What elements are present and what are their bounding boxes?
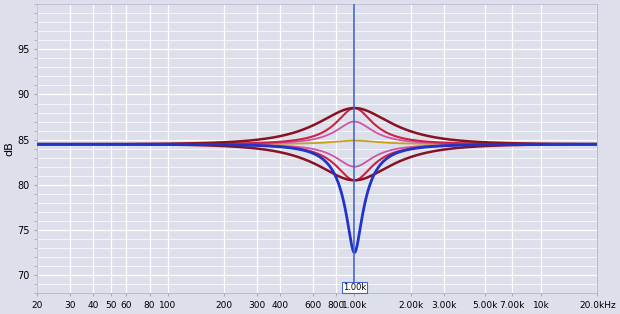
- Text: 1.00k: 1.00k: [343, 283, 366, 292]
- Y-axis label: dB: dB: [4, 141, 14, 156]
